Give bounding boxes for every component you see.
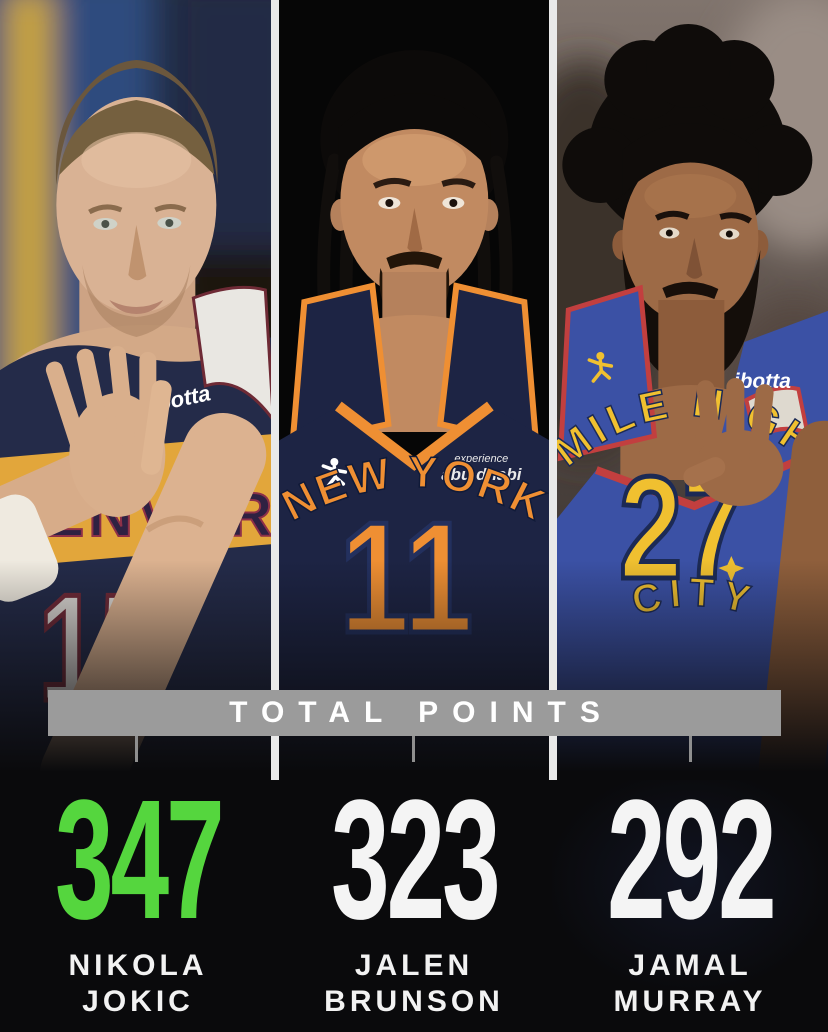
tick-murray — [689, 736, 692, 762]
last-name: MURRAY — [613, 985, 767, 1018]
stat-jokic: 347 NIKOLA JOKIC — [0, 765, 276, 1032]
jokic-illustration: ibotta DENVER 15 — [0, 0, 271, 780]
photo-panel-brunson: experience abu dhabi NEW YORK 11 — [278, 0, 550, 780]
stat-brunson: 323 JALEN BRUNSON — [276, 765, 552, 1032]
tick-brunson — [412, 736, 415, 762]
banner-label: TOTAL POINTS — [229, 696, 614, 729]
murray-sponsor-patch: ibotta — [734, 370, 791, 393]
first-name: JAMAL — [628, 949, 752, 982]
total-points-banner: TOTAL POINTS — [48, 690, 781, 736]
jokic-shoulder-trim — [191, 285, 271, 420]
svg-text:abu dhabi: abu dhabi — [441, 465, 523, 484]
brunson-collar-trim — [334, 401, 494, 471]
player-name-murray: JAMAL MURRAY — [614, 948, 767, 1020]
tick-jokic — [135, 736, 138, 762]
points-value-brunson: 323 — [330, 765, 501, 955]
jumpman-logo-yellow — [587, 352, 614, 383]
brunson-sponsor-patch: experience abu dhabi — [441, 453, 523, 484]
photo-panel-murray: ibotta MILE HIGH 27 CITY — [557, 0, 828, 780]
jumpman-logo-white — [321, 458, 347, 489]
stats-row: 347 NIKOLA JOKIC 323 JALEN BRUNSON 292 J… — [0, 765, 828, 1032]
points-value-murray: 292 — [606, 765, 777, 955]
photo-panel-jokic: ibotta DENVER 15 — [0, 0, 271, 780]
brunson-illustration: experience abu dhabi NEW YORK 11 — [278, 0, 550, 780]
last-name: JOKIC — [82, 985, 194, 1018]
murray-bottom-fade — [557, 560, 828, 780]
svg-text:experience: experience — [454, 453, 508, 465]
player-name-jokic: NIKOLA JOKIC — [69, 948, 208, 1020]
stat-murray: 292 JAMAL MURRAY — [552, 765, 828, 1032]
first-name: NIKOLA — [68, 949, 208, 982]
photo-strip: ibotta DENVER 15 — [0, 0, 828, 780]
murray-illustration: ibotta MILE HIGH 27 CITY — [557, 0, 828, 780]
player-name-brunson: JALEN BRUNSON — [324, 948, 504, 1020]
last-name: BRUNSON — [324, 985, 504, 1018]
points-value-jokic: 347 — [54, 765, 225, 955]
first-name: JALEN — [354, 949, 474, 982]
brunson-figure — [316, 50, 513, 432]
murray-figure — [562, 24, 813, 480]
